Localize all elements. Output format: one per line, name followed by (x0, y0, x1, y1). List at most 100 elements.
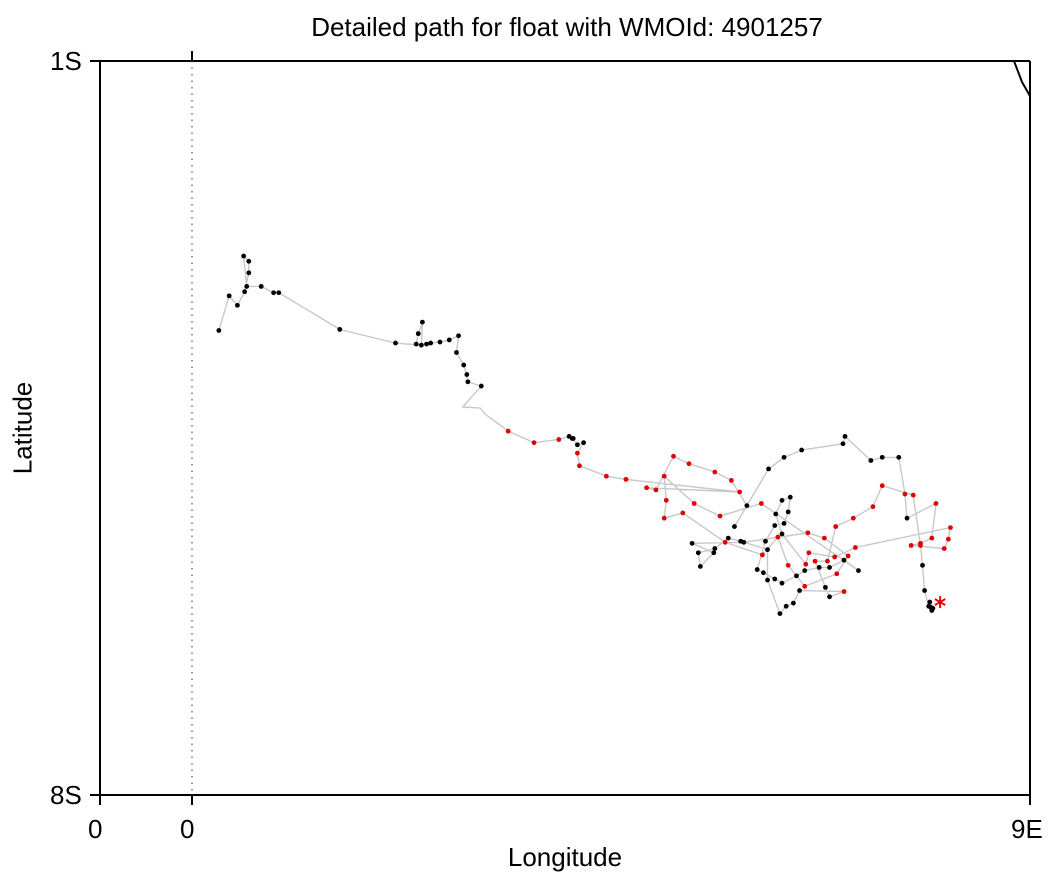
recent-position-point-36 (785, 562, 791, 568)
older-position-point-73 (790, 600, 796, 606)
older-position-point-78 (922, 588, 927, 593)
older-position-point-11 (337, 327, 343, 332)
older-position-point-42 (904, 515, 910, 521)
recent-position-point-3 (575, 450, 580, 456)
older-position-point-2 (235, 302, 240, 308)
older-position-point-30 (575, 442, 580, 448)
recent-position-point-28 (691, 501, 697, 506)
recent-position-point-43 (812, 558, 818, 564)
older-position-point-60 (856, 568, 861, 574)
recent-position-point-4 (577, 463, 582, 469)
recent-position-point-34 (759, 552, 765, 558)
older-position-point-22 (454, 350, 459, 355)
x-axis-label: Longitude (507, 842, 623, 872)
recent-position-point-22 (852, 545, 858, 550)
x-tick-label-0-meridian: 0 (180, 814, 195, 844)
recent-position-point-10 (686, 461, 692, 467)
older-position-point-56 (802, 568, 808, 574)
x-tick-label-9e: 9E (1011, 814, 1043, 844)
older-position-point-59 (841, 557, 847, 563)
older-positions (216, 253, 936, 616)
older-position-point-47 (785, 509, 791, 515)
recent-position-point-50 (918, 543, 923, 548)
older-position-point-53 (772, 576, 778, 582)
older-position-point-48 (781, 521, 787, 526)
older-position-point-8 (258, 284, 264, 289)
plot-frame (90, 51, 1031, 805)
older-position-point-29 (569, 436, 575, 441)
recent-position-point-0 (505, 428, 511, 434)
older-position-point-52 (761, 570, 766, 576)
older-position-point-46 (787, 494, 793, 500)
y-tick-label-1s: 1S (50, 46, 82, 76)
recent-position-point-45 (833, 524, 839, 529)
older-position-point-38 (842, 433, 848, 439)
older-position-point-57 (816, 565, 822, 570)
older-position-point-6 (241, 253, 247, 259)
older-position-point-66 (712, 546, 718, 551)
older-position-point-19 (437, 339, 443, 345)
recent-position-point-32 (680, 510, 686, 516)
older-position-point-45 (779, 497, 785, 503)
recent-position-point-23 (832, 554, 838, 560)
recent-position-point-26 (758, 501, 764, 506)
recent-position-point-9 (671, 453, 676, 459)
recent-position-point-12 (728, 478, 734, 483)
older-position-point-75 (827, 594, 832, 600)
older-position-point-55 (794, 573, 799, 579)
older-position-point-4 (246, 270, 252, 276)
older-position-point-12 (393, 340, 398, 346)
older-position-point-71 (777, 611, 783, 616)
older-position-point-68 (738, 538, 744, 544)
older-position-point-74 (797, 588, 802, 593)
older-position-point-65 (695, 550, 701, 556)
y-axis-label: Latitude (7, 381, 38, 475)
older-position-point-39 (868, 458, 874, 463)
older-position-point-34 (766, 466, 771, 472)
recent-position-point-38 (834, 571, 840, 577)
recent-position-point-5 (603, 473, 609, 479)
recent-position-point-47 (870, 504, 876, 510)
recent-position-point-27 (717, 513, 723, 519)
older-position-point-9 (271, 290, 276, 296)
older-position-point-15 (415, 331, 421, 337)
recent-position-point-30 (663, 497, 669, 503)
y-tick-label-8s: 8S (50, 780, 82, 810)
older-position-point-37 (840, 441, 846, 447)
recent-position-point-33 (722, 539, 728, 545)
recent-position-point-39 (845, 553, 851, 559)
recent-position-point-31 (661, 515, 667, 521)
recent-positions (505, 428, 953, 594)
recent-position-point-2 (556, 437, 562, 442)
recent-position-point-11 (712, 469, 718, 475)
recent-position-point-24 (806, 550, 812, 556)
recent-position-point-18 (941, 546, 947, 551)
older-position-point-3 (242, 289, 248, 295)
older-position-point-14 (420, 319, 425, 325)
x-tick-label-0: 0 (88, 814, 103, 844)
older-position-point-16 (413, 341, 419, 347)
recent-position-point-42 (841, 589, 847, 594)
recent-position-point-7 (644, 485, 650, 491)
coastline-fragment (1013, 60, 1031, 97)
older-position-point-32 (744, 503, 750, 508)
older-position-point-44 (773, 511, 779, 517)
recent-position-point-13 (737, 489, 743, 495)
recent-position-point-21 (902, 491, 908, 497)
older-position-point-82 (930, 605, 936, 611)
older-position-point-17 (424, 341, 429, 347)
older-position-point-31 (581, 440, 586, 446)
older-position-point-83 (927, 599, 933, 605)
recent-position-point-19 (945, 536, 951, 542)
chart-title: Detailed path for float with WMOId: 4901… (311, 12, 823, 42)
older-position-point-62 (689, 540, 695, 546)
older-position-point-10 (276, 290, 282, 296)
last-position-marker (934, 596, 946, 609)
older-position-point-20 (446, 337, 452, 343)
recent-position-point-40 (821, 535, 827, 541)
recent-position-point-20 (948, 525, 953, 531)
recent-position-point-14 (933, 501, 939, 506)
older-position-point-7 (244, 284, 250, 289)
older-position-point-0 (216, 328, 222, 333)
